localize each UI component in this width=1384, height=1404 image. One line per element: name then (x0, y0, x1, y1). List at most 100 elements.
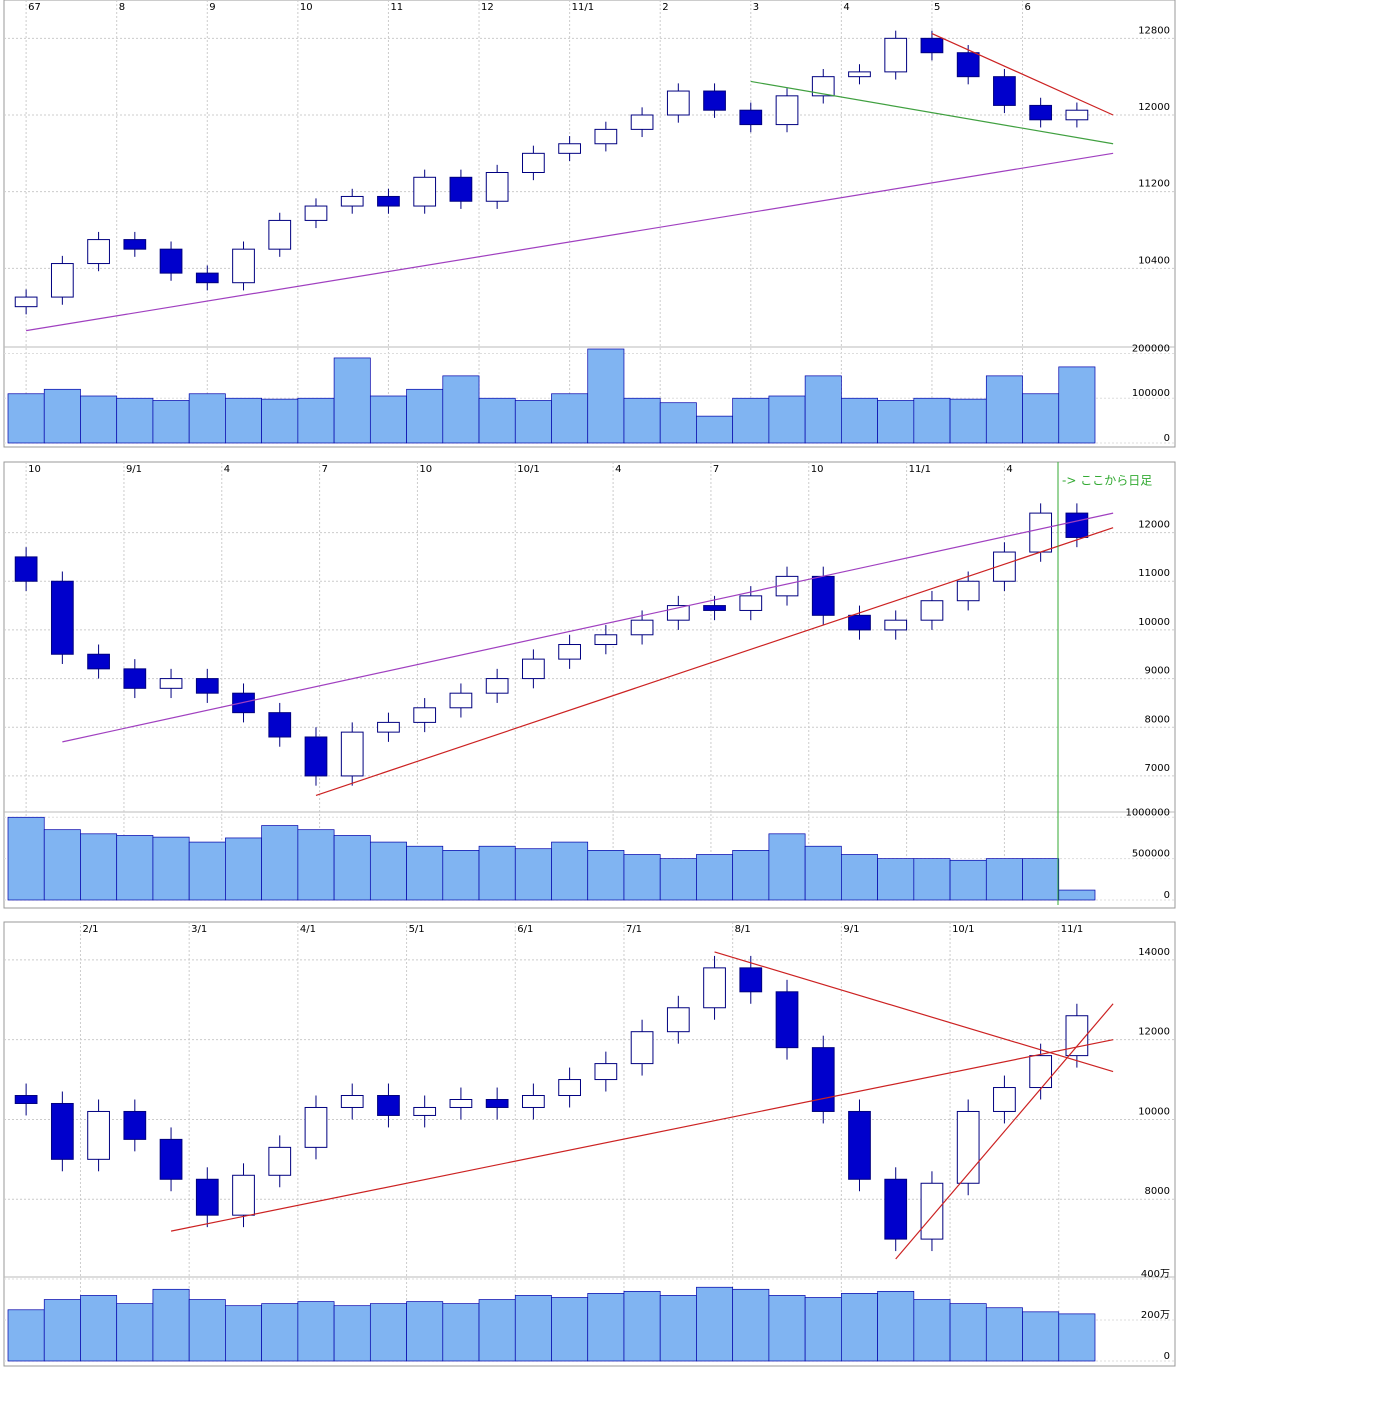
volume-bar (333, 1305, 371, 1362)
y-tick-label: 8000 (1145, 1186, 1170, 1197)
candle-body (594, 128, 618, 145)
volume-bar (804, 375, 842, 444)
volume-bar (80, 395, 118, 444)
volume-bar (732, 397, 770, 444)
volume-bar (43, 829, 81, 901)
panel-frame (3, 921, 1176, 1367)
x-tick-label: 8/1 (735, 924, 751, 935)
candle-body (558, 1079, 581, 1097)
volume-bar (659, 1295, 697, 1362)
volume-bar (116, 1303, 154, 1362)
candle-body (956, 580, 980, 602)
volume-bar (587, 348, 625, 444)
volume-bar (261, 825, 299, 901)
volume-bar (478, 845, 516, 901)
trend-line (315, 527, 1114, 796)
candle-body (1029, 104, 1053, 121)
candle-body (811, 76, 835, 97)
candle-body (920, 37, 944, 54)
volume-bar (985, 375, 1023, 444)
candle-body (1029, 512, 1053, 553)
trend-line (750, 80, 1114, 145)
candle-body (1065, 512, 1089, 538)
candle-body (848, 71, 871, 78)
y-tick-label: 10000 (1138, 1106, 1170, 1117)
candle-body (485, 678, 509, 694)
candle-body (449, 1098, 473, 1108)
trend-line (26, 152, 1114, 332)
volume-bar (43, 388, 81, 444)
candle-body (630, 619, 654, 636)
candle-body (123, 1110, 147, 1140)
volume-bar (514, 1295, 552, 1362)
x-tick-label: 4 (843, 2, 849, 13)
y-tick-label: 10000 (1138, 617, 1170, 628)
volume-bar (188, 393, 226, 444)
volume-bar (261, 1303, 299, 1362)
x-tick-label: 4 (224, 464, 230, 475)
candle-body (522, 658, 545, 680)
trend-line (170, 1039, 1114, 1232)
volume-bar (1058, 889, 1096, 901)
volume-bar (804, 1297, 842, 1362)
x-tick-label: 6/1 (517, 924, 533, 935)
volume-bar (804, 845, 842, 901)
volume-bar (80, 1295, 118, 1362)
candle-body (159, 678, 183, 689)
candle-body (848, 1110, 871, 1180)
volume-bar (768, 1295, 806, 1362)
volume-bar (551, 1297, 589, 1362)
candle-body (377, 1095, 400, 1116)
volume-bar (152, 1288, 190, 1362)
candle-body (884, 37, 908, 73)
candle-body (304, 205, 328, 221)
x-tick-label: 7 (322, 464, 328, 475)
candle-body (268, 712, 292, 738)
y-tick-label: 8000 (1145, 714, 1170, 725)
volume-tick-label: 0 (1164, 890, 1170, 901)
volume-bar (225, 1305, 262, 1362)
x-tick-label: 7/1 (626, 924, 642, 935)
volume-bar (297, 397, 335, 444)
x-tick-label: 2 (662, 2, 668, 13)
volume-bar (913, 858, 951, 901)
y-tick-label: 14000 (1138, 947, 1170, 958)
volume-bar (116, 835, 154, 901)
volume-bar (514, 848, 552, 901)
volume-bar (913, 397, 951, 444)
trend-line (931, 32, 1114, 116)
candle-body (703, 967, 726, 1009)
volume-bar (333, 357, 371, 444)
volume-bar (696, 415, 734, 444)
candle-body (775, 95, 799, 126)
x-tick-label: 11/1 (1061, 924, 1083, 935)
x-tick-label: 2/1 (82, 924, 98, 935)
volume-bar (623, 1290, 661, 1362)
volume-tick-label: 1000000 (1125, 807, 1170, 818)
volume-bar (659, 402, 697, 444)
volume-bar (369, 841, 407, 901)
candle-body (413, 1106, 437, 1116)
annotation: -> ここから日足 (1062, 474, 1152, 488)
candle-body (50, 580, 74, 655)
trend-line (62, 512, 1114, 743)
volume-bar (406, 845, 444, 901)
volume-bar (7, 1309, 45, 1362)
volume-bar (877, 858, 915, 901)
panel-frame (3, 461, 1176, 909)
volume-bar (623, 854, 661, 901)
candle-body (558, 644, 581, 660)
volume-bar (333, 835, 371, 901)
volume-bar (841, 397, 878, 444)
candle-body (449, 176, 473, 202)
candle-body (739, 967, 763, 993)
candle-body (304, 1106, 328, 1148)
volume-bar (406, 1301, 444, 1362)
volume-bar (877, 1290, 915, 1362)
candle-body (993, 1087, 1016, 1112)
candle-body (232, 1174, 255, 1216)
volume-bar (369, 1303, 407, 1362)
y-tick-label: 10400 (1138, 255, 1170, 266)
